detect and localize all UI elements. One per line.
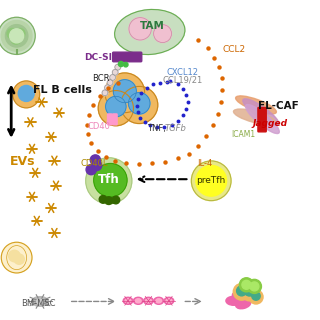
Ellipse shape bbox=[164, 297, 174, 304]
Circle shape bbox=[191, 161, 231, 201]
Circle shape bbox=[7, 28, 17, 39]
Text: Tfh: Tfh bbox=[98, 173, 120, 186]
Ellipse shape bbox=[32, 297, 48, 306]
Circle shape bbox=[112, 69, 118, 75]
Circle shape bbox=[0, 17, 35, 54]
Text: CCL19/21: CCL19/21 bbox=[162, 76, 203, 84]
Circle shape bbox=[240, 282, 259, 301]
Text: IL-4: IL-4 bbox=[197, 159, 212, 168]
Text: CCL2: CCL2 bbox=[222, 45, 245, 54]
Ellipse shape bbox=[36, 299, 44, 304]
Circle shape bbox=[124, 62, 128, 67]
Circle shape bbox=[105, 73, 145, 113]
Circle shape bbox=[86, 158, 132, 204]
Circle shape bbox=[86, 164, 96, 175]
Circle shape bbox=[14, 254, 24, 264]
Text: CXCL12: CXCL12 bbox=[166, 68, 198, 76]
Text: Jagged: Jagged bbox=[253, 119, 288, 128]
Text: ICAM1: ICAM1 bbox=[231, 130, 255, 139]
Circle shape bbox=[129, 18, 151, 40]
Text: TAM: TAM bbox=[140, 20, 164, 31]
Ellipse shape bbox=[144, 297, 153, 304]
FancyBboxPatch shape bbox=[108, 114, 112, 125]
Circle shape bbox=[98, 91, 133, 126]
Circle shape bbox=[11, 34, 21, 44]
Circle shape bbox=[236, 286, 247, 296]
FancyBboxPatch shape bbox=[113, 52, 142, 62]
Circle shape bbox=[1, 20, 32, 51]
Circle shape bbox=[105, 85, 110, 91]
Ellipse shape bbox=[236, 96, 276, 114]
Circle shape bbox=[102, 90, 108, 96]
Ellipse shape bbox=[245, 105, 279, 133]
Circle shape bbox=[247, 279, 261, 293]
Circle shape bbox=[5, 25, 28, 47]
Circle shape bbox=[18, 85, 34, 101]
Circle shape bbox=[9, 250, 20, 262]
Text: CD40L: CD40L bbox=[81, 159, 108, 168]
Ellipse shape bbox=[156, 299, 162, 303]
Circle shape bbox=[1, 242, 32, 273]
Circle shape bbox=[92, 160, 102, 171]
Circle shape bbox=[115, 64, 121, 70]
Circle shape bbox=[10, 29, 24, 43]
Ellipse shape bbox=[243, 99, 279, 125]
Text: preTfh: preTfh bbox=[196, 176, 226, 185]
Ellipse shape bbox=[127, 13, 153, 32]
Circle shape bbox=[118, 61, 124, 67]
Ellipse shape bbox=[166, 299, 172, 303]
Circle shape bbox=[113, 80, 136, 103]
Text: CD40: CD40 bbox=[88, 122, 111, 131]
Text: FL-CAF: FL-CAF bbox=[258, 100, 299, 111]
Circle shape bbox=[244, 284, 255, 296]
Text: TNF,: TNF, bbox=[148, 124, 166, 132]
Circle shape bbox=[196, 165, 227, 196]
Circle shape bbox=[106, 96, 126, 117]
Circle shape bbox=[94, 164, 127, 197]
Circle shape bbox=[15, 28, 25, 39]
Circle shape bbox=[105, 197, 113, 204]
Ellipse shape bbox=[234, 109, 275, 124]
Circle shape bbox=[128, 92, 150, 114]
Ellipse shape bbox=[123, 297, 133, 304]
Circle shape bbox=[154, 25, 172, 43]
FancyBboxPatch shape bbox=[258, 108, 266, 132]
Circle shape bbox=[112, 196, 120, 204]
Ellipse shape bbox=[135, 299, 141, 303]
Ellipse shape bbox=[115, 10, 185, 54]
Text: BM-MSC: BM-MSC bbox=[21, 299, 56, 308]
Text: LT: LT bbox=[109, 197, 118, 206]
Text: BCR: BCR bbox=[92, 74, 109, 83]
Text: TGFb: TGFb bbox=[165, 124, 187, 132]
Circle shape bbox=[99, 196, 107, 203]
Circle shape bbox=[239, 278, 253, 292]
Circle shape bbox=[107, 80, 113, 85]
Circle shape bbox=[121, 86, 158, 124]
Circle shape bbox=[13, 81, 40, 108]
Ellipse shape bbox=[232, 292, 248, 300]
Text: FL B cells: FL B cells bbox=[33, 84, 92, 95]
FancyBboxPatch shape bbox=[113, 114, 117, 125]
Ellipse shape bbox=[236, 299, 251, 309]
Circle shape bbox=[250, 282, 259, 291]
Text: EVs: EVs bbox=[10, 155, 35, 168]
Circle shape bbox=[110, 75, 116, 80]
Circle shape bbox=[252, 292, 260, 300]
Circle shape bbox=[249, 290, 263, 304]
Ellipse shape bbox=[133, 297, 143, 304]
Circle shape bbox=[90, 155, 100, 165]
Circle shape bbox=[242, 280, 251, 289]
Ellipse shape bbox=[140, 13, 172, 38]
Ellipse shape bbox=[146, 299, 151, 303]
Circle shape bbox=[233, 284, 250, 300]
Ellipse shape bbox=[125, 299, 131, 303]
Text: DC-SIGN: DC-SIGN bbox=[84, 53, 127, 62]
Ellipse shape bbox=[226, 296, 241, 305]
Ellipse shape bbox=[154, 297, 164, 304]
